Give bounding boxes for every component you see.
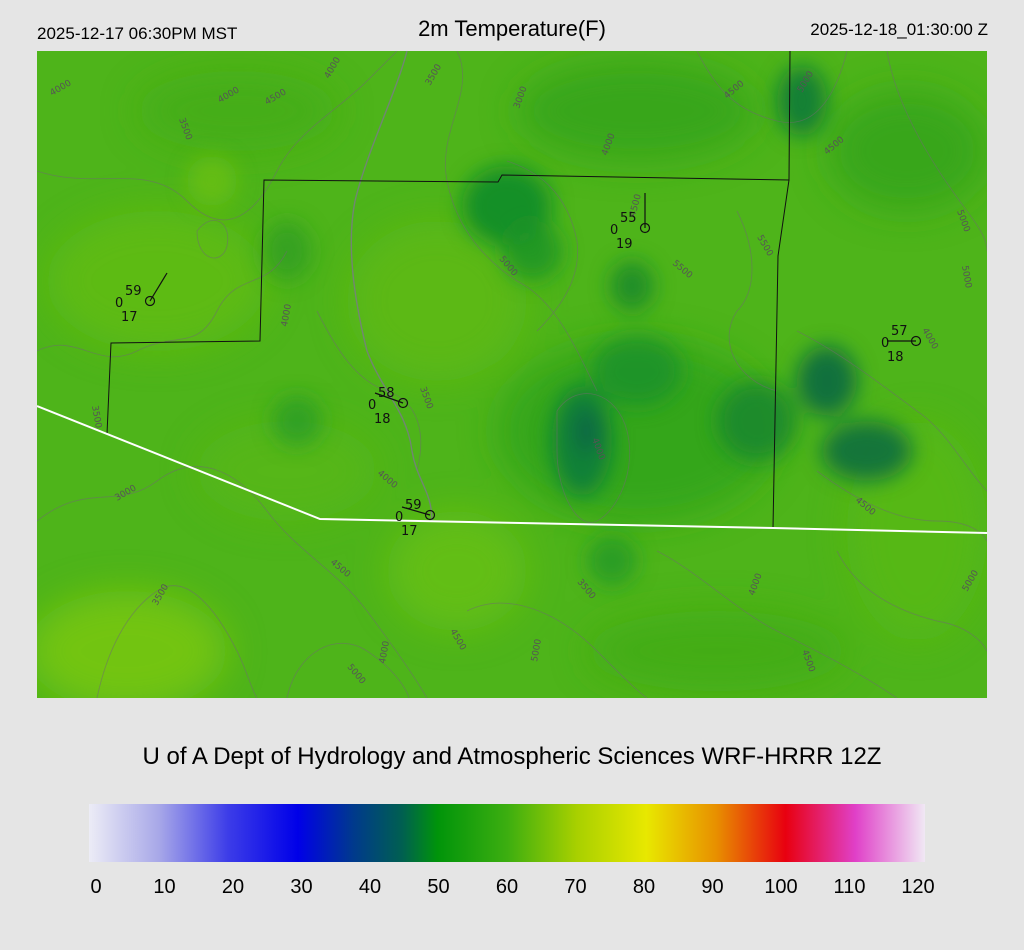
temperature-map: 3500 4000 4500 4000 3500 3000 4000 4500 5000 4500… xyxy=(37,51,987,698)
colorbar-tick-label: 70 xyxy=(564,876,587,898)
map-title: 2m Temperature(F) xyxy=(418,16,606,41)
county-line-north xyxy=(106,51,791,435)
county-line-east xyxy=(772,179,790,529)
station-wind-speed: 0 xyxy=(395,510,403,525)
station-dewpoint: 18 xyxy=(374,412,391,427)
contour-label: 3500 xyxy=(89,405,103,430)
station-dewpoint: 18 xyxy=(887,350,904,365)
cool-spots xyxy=(187,66,912,586)
temperature-field xyxy=(37,61,987,698)
station-temperature: 55 xyxy=(620,211,637,226)
colorbar-tick-label: 90 xyxy=(701,876,724,898)
county-boundaries xyxy=(106,51,791,529)
station-circle xyxy=(424,509,436,521)
contour-label: 5000 xyxy=(530,638,544,663)
colorbar-tick-label: 100 xyxy=(764,876,798,898)
wind-barb xyxy=(149,272,168,302)
colorbar-tick-label: 10 xyxy=(153,876,176,898)
colorbar-labels: 0 10 20 30 40 50 60 70 80 90 100 110 120 xyxy=(0,876,1024,902)
colorbar-tick-label: 120 xyxy=(901,876,935,898)
station-temperature: 58 xyxy=(378,386,395,401)
station-temperature: 57 xyxy=(891,324,908,339)
station-temperature: 59 xyxy=(125,284,142,299)
colorbar-tick-label: 0 xyxy=(90,876,102,898)
station-wind-speed: 0 xyxy=(368,398,376,413)
utc-time-label: 2025-12-18_01:30:00 Z xyxy=(810,20,988,39)
station-wind-speed: 0 xyxy=(610,223,618,238)
colorbar-tick-label: 60 xyxy=(495,876,519,898)
station-dewpoint: 19 xyxy=(616,237,633,252)
station-wind-speed: 0 xyxy=(115,296,123,311)
terrain-contours xyxy=(37,51,987,698)
station-circle xyxy=(910,335,922,347)
temperature-colorbar xyxy=(89,804,925,862)
border-line xyxy=(37,405,987,534)
station-dewpoint: 17 xyxy=(121,310,138,325)
contour-label: 4000 xyxy=(378,640,392,665)
credit-line: U of A Dept of Hydrology and Atmospheric… xyxy=(142,743,882,770)
colorbar-tick-label: 110 xyxy=(833,876,866,898)
colorbar-tick-label: 50 xyxy=(427,876,450,898)
station-temperature: 59 xyxy=(405,498,422,513)
colorbar-tick-label: 80 xyxy=(632,876,656,898)
river-line xyxy=(350,51,433,522)
colorbar-tick-label: 20 xyxy=(221,876,245,898)
station-circle xyxy=(639,222,651,234)
colorbar-gradient xyxy=(89,804,925,862)
station-dewpoint: 17 xyxy=(401,524,418,539)
colorbar-tick-label: 40 xyxy=(358,876,382,898)
contour-label: 4000 xyxy=(280,303,294,328)
station-circle xyxy=(397,397,409,409)
station-wind-speed: 0 xyxy=(881,336,889,351)
colorbar-tick-label: 30 xyxy=(290,876,313,898)
local-time-label: 2025-12-17 06:30PM MST xyxy=(37,24,238,43)
contour-label: 5000 xyxy=(959,265,973,290)
station-circle xyxy=(144,295,156,307)
